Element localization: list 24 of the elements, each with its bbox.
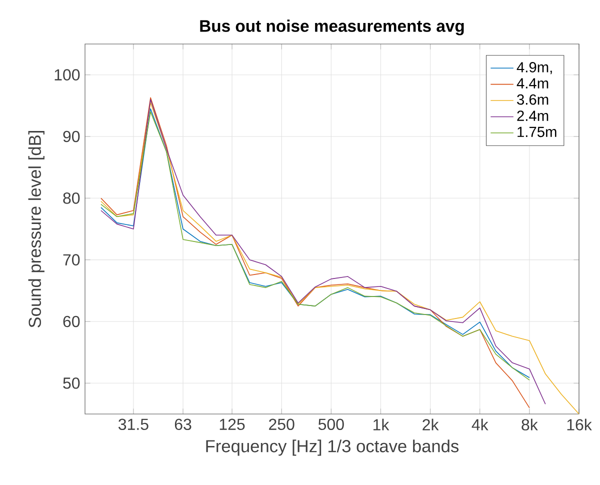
legend-label: 1.75m [518, 126, 556, 138]
legend-label: 4.4m [516, 78, 548, 88]
legend-label: 4.9m, [516, 62, 552, 74]
legend-label: 3.6m [517, 94, 548, 105]
y-axis-title: Sound pressure level [dB] [28, 131, 44, 328]
x-tick-label: 8k [522, 418, 538, 430]
x-tick-label: 16k [567, 418, 592, 430]
chart-title: Bus out noise measurements avg [200, 20, 464, 36]
y-tick-label: 60 [63, 316, 80, 328]
y-tick-label: 100 [54, 69, 80, 80]
y-tick-label: 50 [63, 377, 80, 389]
x-tick-label: 2k [422, 418, 439, 430]
x-tick-label: 31.5 [118, 418, 148, 430]
legend-label: 2.4m [517, 110, 548, 121]
x-tick-label: 250 [269, 418, 294, 430]
y-tick-label: 70 [63, 254, 80, 266]
x-tick-label: 1k [373, 418, 390, 430]
y-tick-label: 80 [63, 192, 80, 204]
x-tick-label: 125 [220, 418, 245, 430]
x-axis-title: Frequency [Hz] 1/3 octave bands [206, 440, 459, 456]
x-tick-label: 4k [472, 418, 488, 430]
x-tick-label: 63 [174, 418, 192, 430]
y-tick-label: 90 [63, 130, 80, 142]
x-tick-label: 500 [318, 418, 344, 430]
